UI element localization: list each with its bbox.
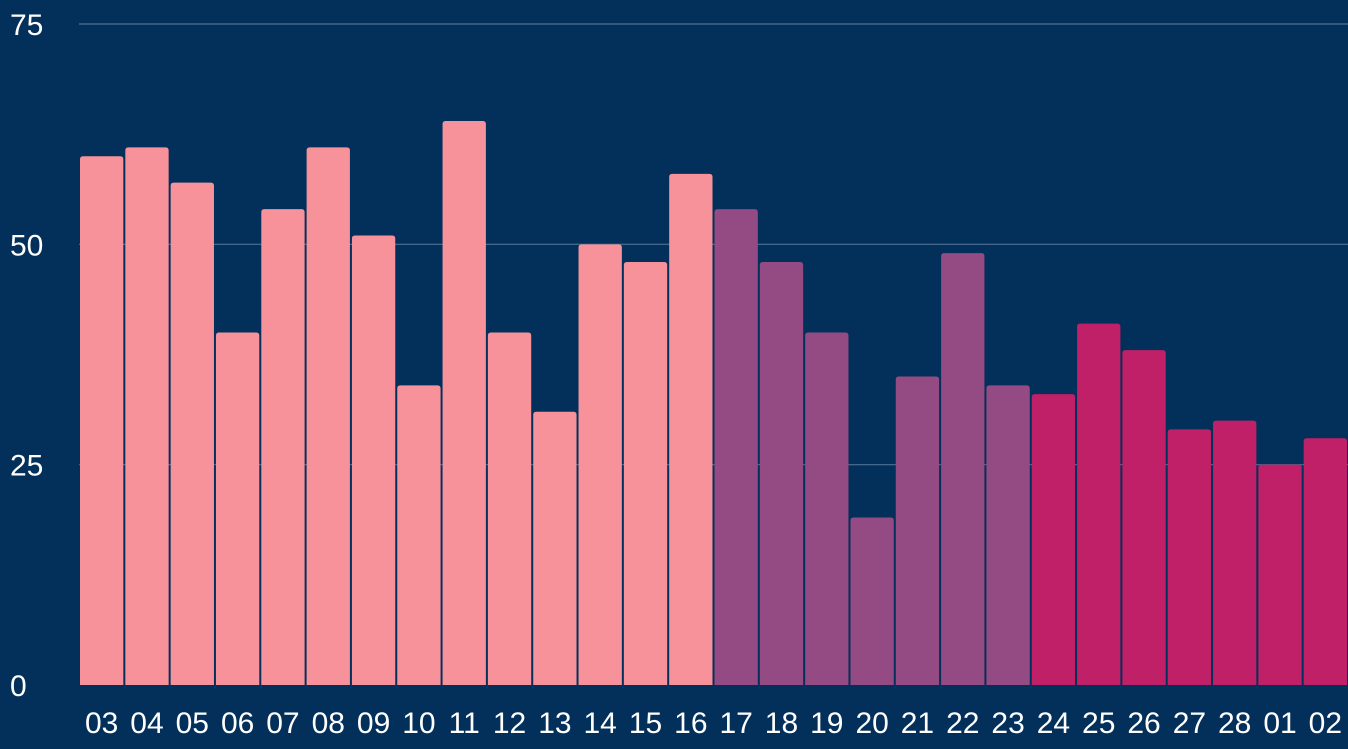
x-tick-label: 18 <box>765 707 798 740</box>
bar-22 <box>941 253 985 685</box>
y-tick-label: 0 <box>10 670 27 703</box>
x-axis-ticks: 03 04 05 06 07 08 09 10 11 12 13 14 15 16 17 18 19 20 21 22… <box>85 707 1342 740</box>
bars <box>80 120 1347 686</box>
x-tick-label: 28 <box>1218 707 1251 740</box>
x-tick-label: 27 <box>1173 707 1206 740</box>
bar-23 <box>986 385 1030 685</box>
x-tick-label: 14 <box>584 707 617 740</box>
bar-02 <box>1303 438 1347 685</box>
x-tick-label: 19 <box>810 707 843 740</box>
x-tick-label: 25 <box>1082 707 1115 740</box>
bar-08 <box>306 147 350 686</box>
x-tick-label: 07 <box>266 707 299 740</box>
x-tick-label: 09 <box>357 707 390 740</box>
x-tick-label: 20 <box>855 707 888 740</box>
bar-14 <box>578 244 622 686</box>
bar-11 <box>442 120 486 686</box>
bar-12 <box>487 332 532 685</box>
bar-28 <box>1213 420 1257 685</box>
bar-21 <box>895 376 940 685</box>
bar-03 <box>80 156 124 685</box>
bar-24 <box>1031 394 1076 685</box>
x-tick-label: 23 <box>991 707 1024 740</box>
bar-01 <box>1258 464 1302 685</box>
x-tick-label: 24 <box>1037 707 1070 740</box>
x-tick-label: 22 <box>946 707 979 740</box>
x-tick-label: 12 <box>493 707 526 740</box>
x-tick-label: 08 <box>312 707 345 740</box>
bar-27 <box>1167 429 1212 685</box>
x-tick-label: 03 <box>85 707 118 740</box>
x-tick-label: 16 <box>674 707 707 740</box>
y-axis-ticks: 0 25 50 75 <box>10 9 43 703</box>
x-tick-label: 26 <box>1127 707 1160 740</box>
bar-20 <box>850 517 894 685</box>
bar-07 <box>261 209 305 685</box>
x-tick-label: 05 <box>176 707 209 740</box>
bar-04 <box>125 147 169 686</box>
bar-25 <box>1077 323 1121 685</box>
y-tick-label: 50 <box>10 229 43 262</box>
bar-15 <box>623 261 668 685</box>
y-tick-label: 25 <box>10 450 43 483</box>
bar-18 <box>759 261 804 685</box>
x-tick-label: 15 <box>629 707 662 740</box>
bar-16 <box>669 173 713 685</box>
x-tick-label: 13 <box>538 707 571 740</box>
bar-09 <box>351 235 396 685</box>
x-tick-label: 06 <box>221 707 254 740</box>
bar-06 <box>215 332 260 685</box>
x-tick-label: 10 <box>402 707 435 740</box>
bar-10 <box>397 385 441 685</box>
x-tick-label: 11 <box>449 707 480 740</box>
y-tick-label: 75 <box>10 9 43 42</box>
x-tick-label: 21 <box>901 707 934 740</box>
bar-05 <box>170 182 214 685</box>
x-tick-label: 01 <box>1263 707 1296 740</box>
bar-17 <box>714 209 758 685</box>
bar-19 <box>805 332 849 685</box>
bar-26 <box>1122 350 1166 685</box>
x-tick-label: 17 <box>719 707 752 740</box>
x-tick-label: 02 <box>1309 707 1342 740</box>
x-tick-label: 04 <box>130 707 163 740</box>
bar-13 <box>533 411 577 685</box>
